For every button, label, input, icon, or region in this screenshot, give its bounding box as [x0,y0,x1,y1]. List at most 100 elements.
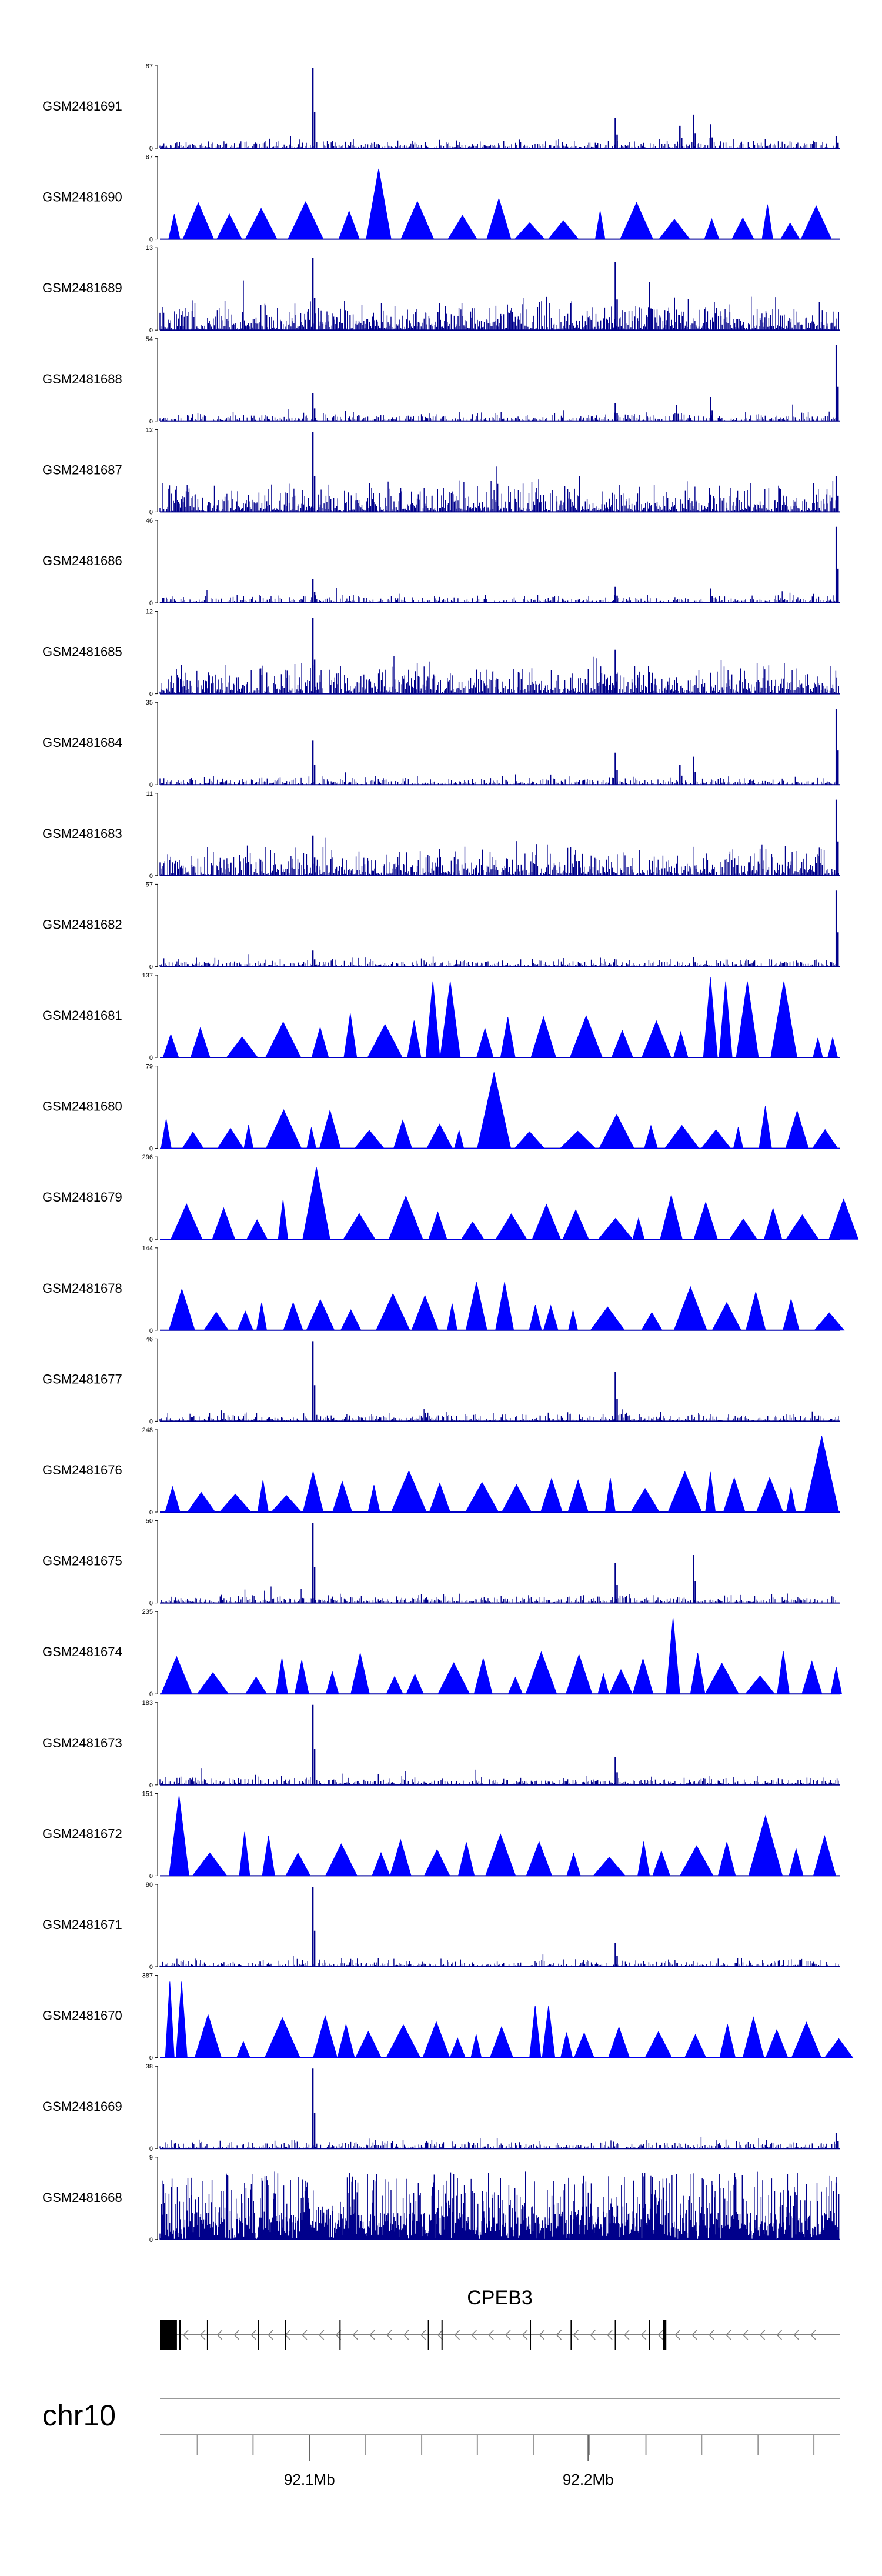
track-label: GSM2481675 [42,1554,122,1569]
signal-peaks [312,258,652,331]
strand-arrow [488,2330,494,2340]
signal-peaks [312,618,618,694]
signal-bars [159,837,839,876]
signal-bars [159,2171,840,2240]
track-GSM2481681: GSM2481681 137 0 [42,972,840,1062]
track-ymax-label: 46 [146,518,153,525]
track-ymax-label: 38 [146,2063,153,2070]
track-label: GSM2481685 [42,645,122,659]
track-ymin-label: 0 [149,1782,153,1789]
strand-arrow [691,2330,697,2340]
strand-arrow [403,2330,409,2340]
signal-bars [159,954,839,967]
strand-arrow [182,2330,189,2340]
track-ymax-label: 183 [142,1700,153,1707]
track-ymax-label: 50 [146,1518,153,1525]
signal-peaks [312,890,839,967]
exon [663,2320,667,2350]
track-ymin-label: 0 [149,1418,153,1425]
track-GSM2481672: GSM2481672 151 0 [42,1790,840,1880]
track-label: GSM2481687 [42,462,122,477]
strand-arrow [250,2330,256,2340]
axis-tick-label: 92.1Mb [284,2471,335,2488]
track-label: GSM2481673 [42,1736,122,1750]
track-ymin-label: 0 [149,2145,153,2153]
strand-arrow [233,2330,240,2340]
track-ymax-label: 12 [146,426,153,433]
track-ymin-label: 0 [149,1055,153,1062]
track-ymin-label: 0 [149,1600,153,1607]
track-GSM2481687: GSM2481687 12 0 [42,426,840,516]
signal-bars [159,1586,839,1603]
track-ymin-label: 0 [149,2055,153,2062]
signal-peaks [312,526,839,603]
strand-arrow [420,2330,426,2340]
track-GSM2481686: GSM2481686 46 0 [42,518,840,607]
track-ymax-label: 87 [146,63,153,70]
track-ymin-label: 0 [149,236,153,243]
track-GSM2481690: GSM2481690 87 0 [42,154,840,243]
track-GSM2481682: GSM2481682 57 0 [42,881,840,970]
track-GSM2481677: GSM2481677 46 0 [42,1336,840,1425]
track-ymin-label: 0 [149,873,153,880]
strand-arrow [606,2330,613,2340]
signal-bars [159,1409,839,1422]
track-label: GSM2481686 [42,553,122,568]
track-ymin-label: 0 [149,509,153,516]
signal-bars [159,588,839,603]
signal-bars [159,280,839,331]
track-GSM2481689: GSM2481689 13 0 [42,245,840,334]
track-GSM2481680: GSM2481680 79 0 [42,1063,840,1153]
strand-arrow [454,2330,460,2340]
signal-area [160,1282,845,1331]
signal-peaks [312,432,839,512]
track-label: GSM2481677 [42,1372,122,1386]
track-ymax-label: 13 [146,245,153,252]
track-ymax-label: 248 [142,1427,153,1434]
track-label: GSM2481690 [42,190,122,205]
signal-peaks [312,1523,696,1603]
strand-arrow [657,2330,664,2340]
strand-arrow [725,2330,731,2340]
exon [179,2320,181,2350]
signal-area [160,1796,840,1876]
track-label: GSM2481689 [42,281,122,295]
track-GSM2481675: GSM2481675 50 0 [42,1518,840,1607]
track-ymax-label: 57 [146,881,153,888]
strand-arrow [573,2330,579,2340]
strand-arrow [335,2330,342,2340]
track-ymax-label: 35 [146,699,153,706]
track-label: GSM2481684 [42,735,122,750]
track-ymax-label: 137 [142,972,153,979]
track-label: GSM2481676 [42,1463,122,1477]
track-ymax-label: 54 [146,336,153,343]
track-label: GSM2481670 [42,2008,122,2023]
track-label: GSM2481668 [42,2190,122,2205]
track-ymax-label: 151 [142,1790,153,1797]
track-ymin-label: 0 [149,145,153,152]
track-ymax-label: 387 [142,1973,153,1980]
strand-arrow [539,2330,545,2340]
signal-bars [159,2137,839,2149]
strand-arrow [640,2330,647,2340]
track-ymax-label: 79 [146,1063,153,1070]
strand-arrow [301,2330,308,2340]
track-ymax-label: 46 [146,1336,153,1343]
signal-bars [159,656,839,694]
track-GSM2481685: GSM2481685 12 0 [42,609,840,698]
track-ymax-label: 80 [146,1881,153,1888]
track-GSM2481691: GSM2481691 87 0 [42,63,840,152]
signal-area [160,1072,840,1149]
track-label: GSM2481678 [42,1281,122,1296]
track-GSM2481673: GSM2481673 183 0 [42,1700,840,1789]
track-ymin-label: 0 [149,600,153,607]
signal-area [160,977,840,1058]
strand-arrow [199,2330,206,2340]
signal-bars [159,1768,839,1785]
signal-bars [159,466,839,512]
track-label: GSM2481683 [42,826,122,841]
signal-area [160,168,840,240]
strand-arrow [505,2330,511,2340]
signal-peaks [312,1704,618,1785]
